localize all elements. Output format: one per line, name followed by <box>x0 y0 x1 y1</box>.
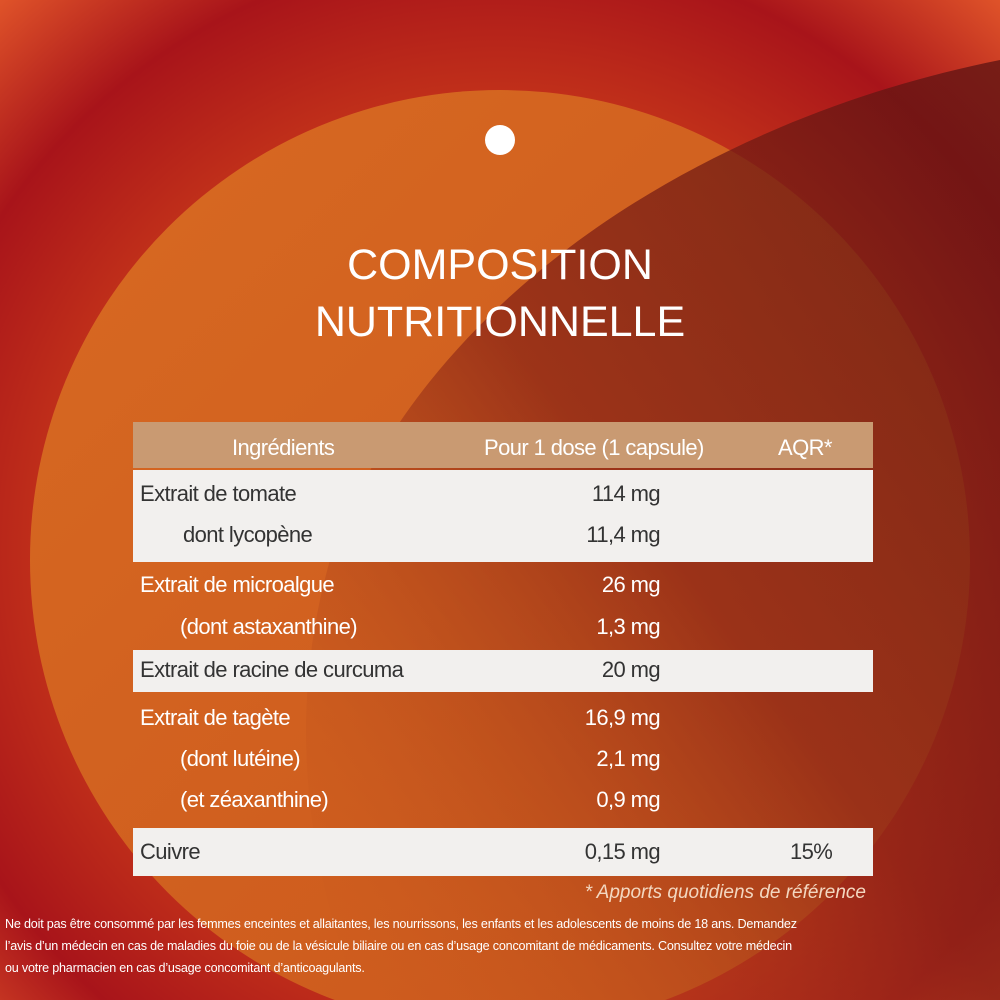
table-header <box>133 422 873 468</box>
disclaimer-line: l’avis d’un médecin en cas de maladies d… <box>5 939 792 953</box>
ingredient-name: Cuivre <box>140 839 201 864</box>
disclaimer-line: Ne doit pas être consommé par les femmes… <box>5 917 797 931</box>
ingredient-name: Extrait de tomate <box>140 481 297 506</box>
dose: 11,4 mg <box>586 522 660 547</box>
row-group <box>133 650 873 692</box>
header-cell: AQR* <box>778 435 832 460</box>
ingredient-name: Extrait de microalgue <box>140 572 335 597</box>
dose: 16,9 mg <box>584 705 661 730</box>
ingredient-name: dont lycopène <box>183 522 313 547</box>
dose: 0,9 mg <box>596 787 660 812</box>
ingredient-name: (dont astaxanthine) <box>180 614 358 639</box>
dose: 114 mg <box>591 481 661 506</box>
title-line: COMPOSITION <box>347 241 653 289</box>
ingredient-name: (et zéaxanthine) <box>180 787 329 812</box>
footnote: * Apports quotidiens de référence <box>584 882 866 903</box>
row-group <box>133 470 873 562</box>
dose: 2,1 mg <box>596 746 660 771</box>
header-cell: Pour 1 dose (1 capsule) <box>484 435 704 460</box>
disclaimer-line: ou votre pharmacien en cas d’usage conco… <box>5 961 365 975</box>
row-group <box>133 828 873 876</box>
ingredient-name: Extrait de tagète <box>140 705 291 730</box>
header-cell: Ingrédients <box>232 435 335 460</box>
dose: 20 mg <box>601 657 661 682</box>
ingredient-name: (dont lutéine) <box>180 746 301 771</box>
title-line: NUTRITIONNELLE <box>314 298 686 346</box>
ingredient-name: Extrait de racine de curcuma <box>140 657 404 682</box>
aqr: 15% <box>790 839 833 864</box>
dose: 0,15 mg <box>584 839 661 864</box>
dose: 1,3 mg <box>596 614 660 639</box>
dose: 26 mg <box>601 572 661 597</box>
